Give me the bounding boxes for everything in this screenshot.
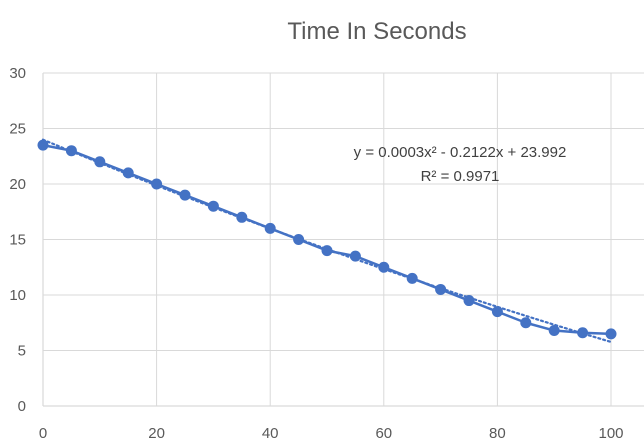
x-tick-label: 20 [148,425,165,442]
data-point [321,245,333,257]
data-point [122,167,134,179]
data-point [406,272,418,284]
data-point [349,250,361,262]
tick-labels: 0 5 10 15 20 25 30 0 20 40 60 80 100 [9,65,623,442]
series-group [37,139,617,340]
data-point [264,222,276,234]
y-tick-label: 10 [9,287,26,304]
data-point [151,178,163,190]
x-tick-label: 40 [262,425,279,442]
y-tick-label: 20 [9,176,26,193]
data-point [520,317,532,329]
data-point [179,189,191,201]
data-point [236,211,248,223]
trendline-r-squared: R² = 0.9971 [421,168,500,185]
chart-title: Time In Seconds [287,18,466,45]
data-point [435,283,447,295]
data-point [94,156,106,168]
data-point [463,295,475,307]
trendline-equation: y = 0.0003x² - 0.2122x + 23.992 [354,144,567,161]
y-tick-label: 25 [9,121,26,138]
data-point [491,306,503,318]
gridlines [43,72,644,406]
data-point [207,200,219,212]
data-point [378,261,390,273]
x-tick-label: 100 [598,425,623,442]
data-point [65,145,77,157]
data-point [548,325,560,337]
y-tick-label: 30 [9,65,26,82]
trendline-annotation: y = 0.0003x² - 0.2122x + 23.992 R² = 0.9… [354,144,567,185]
y-tick-label: 5 [18,343,26,360]
axes [42,73,644,407]
x-tick-label: 0 [39,425,47,442]
x-tick-label: 60 [375,425,392,442]
data-point [605,328,617,340]
data-point [293,234,305,245]
y-tick-label: 15 [9,232,26,249]
y-tick-label: 0 [18,398,26,415]
data-point [577,327,589,339]
data-point [37,139,49,151]
x-tick-label: 80 [489,425,506,442]
